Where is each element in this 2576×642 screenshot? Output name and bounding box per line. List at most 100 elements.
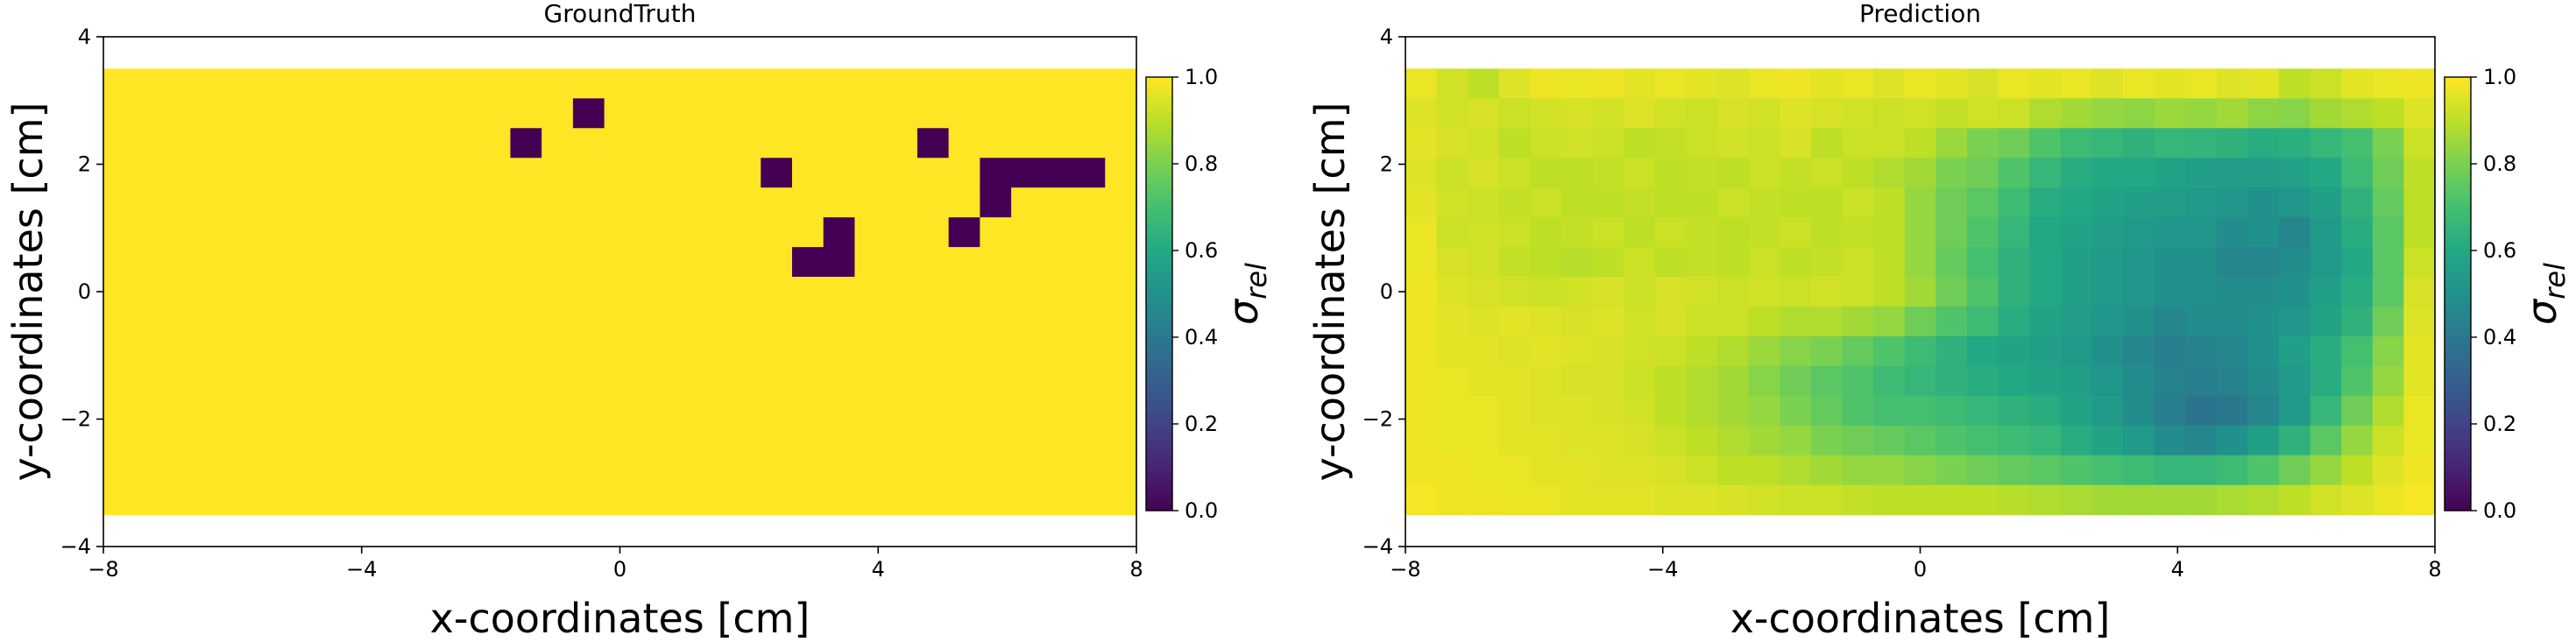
colorbar-label: σrel <box>1220 263 1273 325</box>
heatmap-cell <box>1530 484 1562 516</box>
heatmap-cell <box>2091 217 2124 248</box>
heatmap-cell <box>697 247 731 278</box>
heatmap-cell <box>2029 68 2062 99</box>
heatmap-cell <box>197 277 230 307</box>
heatmap-cell <box>510 247 542 278</box>
heatmap-cell <box>2216 68 2248 99</box>
heatmap-cell <box>823 395 856 427</box>
heatmap-cell <box>1592 306 1624 337</box>
heatmap-cell <box>416 425 449 456</box>
heatmap-cell <box>1748 335 1780 367</box>
heatmap-cell <box>353 128 386 159</box>
heatmap-cell <box>478 247 512 278</box>
heatmap-cell <box>1073 484 1106 516</box>
heatmap-cell <box>1748 98 1780 129</box>
y-tick-label: 2 <box>78 152 91 177</box>
heatmap-cell <box>1405 98 1438 129</box>
heatmap-cell <box>1842 395 1874 427</box>
heatmap-cell <box>1405 277 1438 307</box>
heatmap-cell <box>291 335 323 367</box>
heatmap-cell <box>1592 98 1624 129</box>
heatmap-cell <box>1966 68 1999 99</box>
heatmap-cell <box>1042 128 1075 159</box>
colorbar-tick-label: 0.4 <box>1185 325 1218 349</box>
heatmap-cell <box>2341 128 2374 159</box>
heatmap-cell <box>416 365 449 397</box>
heatmap-cell <box>792 306 824 337</box>
heatmap-cell <box>2372 277 2404 307</box>
heatmap-cell <box>1904 158 1936 188</box>
heatmap-cell <box>1654 484 1688 516</box>
heatmap-cell <box>2247 247 2280 278</box>
heatmap-cell <box>948 158 980 188</box>
heatmap-cells <box>1405 68 2436 516</box>
heatmap-cell <box>1717 68 1750 99</box>
heatmap-cell <box>259 425 292 456</box>
heatmap-cell <box>1842 277 1874 307</box>
heatmap-cell <box>478 158 512 188</box>
heatmap-cell <box>134 98 167 129</box>
heatmap-cell <box>1592 187 1624 218</box>
heatmap-cell <box>2310 365 2342 397</box>
heatmap-cell <box>1966 365 1999 397</box>
heatmap-cell <box>478 425 512 456</box>
heatmap-cell <box>1073 335 1106 367</box>
heatmap-cell <box>2247 425 2280 456</box>
heatmap-cell <box>197 98 230 129</box>
heatmap-cell <box>1042 187 1075 218</box>
heatmap-cell <box>1998 365 2030 397</box>
heatmap-cell <box>886 335 918 367</box>
heatmap-cell <box>667 395 699 427</box>
heatmap-cell <box>1011 158 1044 188</box>
heatmap-cell <box>697 98 731 129</box>
colorbar-tick-label: 0.4 <box>2483 325 2516 349</box>
heatmap-cell <box>823 455 856 486</box>
heatmap-cell <box>416 335 449 367</box>
heatmap-cell <box>103 128 136 159</box>
heatmap-cell <box>604 455 636 486</box>
heatmap-cell <box>1073 128 1106 159</box>
heatmap-cell <box>2310 68 2342 99</box>
heatmap-cell <box>604 98 636 129</box>
heatmap-cell <box>2029 187 2062 218</box>
heatmap-cell <box>2403 306 2436 337</box>
heatmap-cell <box>604 335 636 367</box>
heatmap-cell <box>667 455 699 486</box>
heatmap-cell <box>697 395 731 427</box>
heatmap-cell <box>2278 395 2311 427</box>
heatmap-cell <box>729 455 761 486</box>
heatmap-cell <box>2122 187 2155 218</box>
heatmap-cell <box>1686 425 1718 456</box>
heatmap-cell <box>1748 484 1780 516</box>
heatmap-cell <box>1936 425 1968 456</box>
heatmap-cell <box>1530 217 1562 248</box>
heatmap-cell <box>792 247 824 278</box>
heatmap-cell <box>1998 158 2030 188</box>
heatmap-cell <box>1998 128 2030 159</box>
heatmap-cell <box>916 128 950 159</box>
heatmap-cell <box>541 365 574 397</box>
heatmap-cell <box>1810 128 1844 159</box>
heatmap-cell <box>667 247 699 278</box>
heatmap-cell <box>1436 395 1468 427</box>
heatmap-cell <box>1042 306 1075 337</box>
heatmap-cell <box>134 68 167 99</box>
heatmap-cell <box>697 484 731 516</box>
heatmap-cell <box>1873 68 1906 99</box>
heatmap-cell <box>2122 128 2155 159</box>
heatmap-cell <box>1011 395 1044 427</box>
heatmap-cell <box>1748 128 1780 159</box>
heatmap-cell <box>2278 158 2311 188</box>
heatmap-cell <box>478 68 512 99</box>
heatmap-cell <box>353 425 386 456</box>
heatmap-cell <box>2403 365 2436 397</box>
colorbar-tick-label: 0.8 <box>2483 152 2516 176</box>
heatmap-cell <box>1780 277 1812 307</box>
heatmap-cell <box>2154 395 2186 427</box>
heatmap-cell <box>291 395 323 427</box>
colorbar-gradient <box>1145 76 1173 511</box>
heatmap-cell <box>291 158 323 188</box>
heatmap-cell <box>385 158 417 188</box>
heatmap-cell <box>1842 158 1874 188</box>
heatmap-cell <box>197 365 230 397</box>
